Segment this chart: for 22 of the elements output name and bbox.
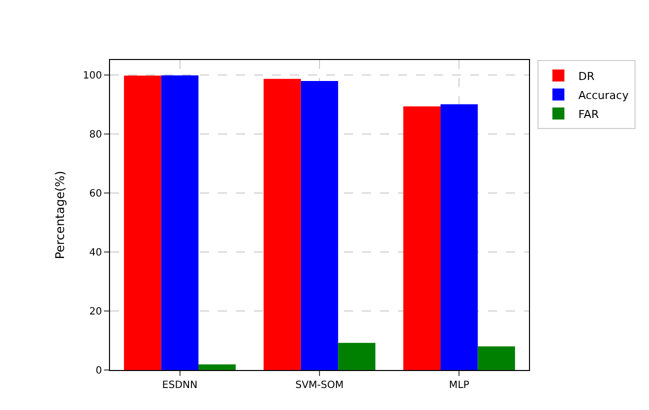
y-tick-label: 80 <box>89 129 102 140</box>
legend-label: DR <box>578 70 595 83</box>
x-tick-label: ESDNN <box>162 380 198 391</box>
y-tick-label: 100 <box>82 70 102 82</box>
bar <box>300 80 338 370</box>
x-tick-label: SVM-SOM <box>295 380 344 391</box>
x-tick-label: MLP <box>449 380 470 391</box>
bar <box>338 342 376 370</box>
bar <box>198 364 236 370</box>
bar <box>403 106 441 370</box>
bar <box>478 346 516 370</box>
y-axis-title: Percentage(%) <box>53 170 68 260</box>
y-tick-label: 0 <box>96 366 102 376</box>
y-tick-label: 60 <box>89 188 102 200</box>
bar <box>124 76 162 370</box>
bar <box>440 104 478 370</box>
bar <box>264 78 301 370</box>
y-tick-label: 40 <box>89 247 102 258</box>
legend-label: Accuracy <box>578 88 630 102</box>
y-tick-label: 20 <box>89 306 102 318</box>
legend-label: FAR <box>578 108 600 121</box>
bar <box>161 75 198 370</box>
